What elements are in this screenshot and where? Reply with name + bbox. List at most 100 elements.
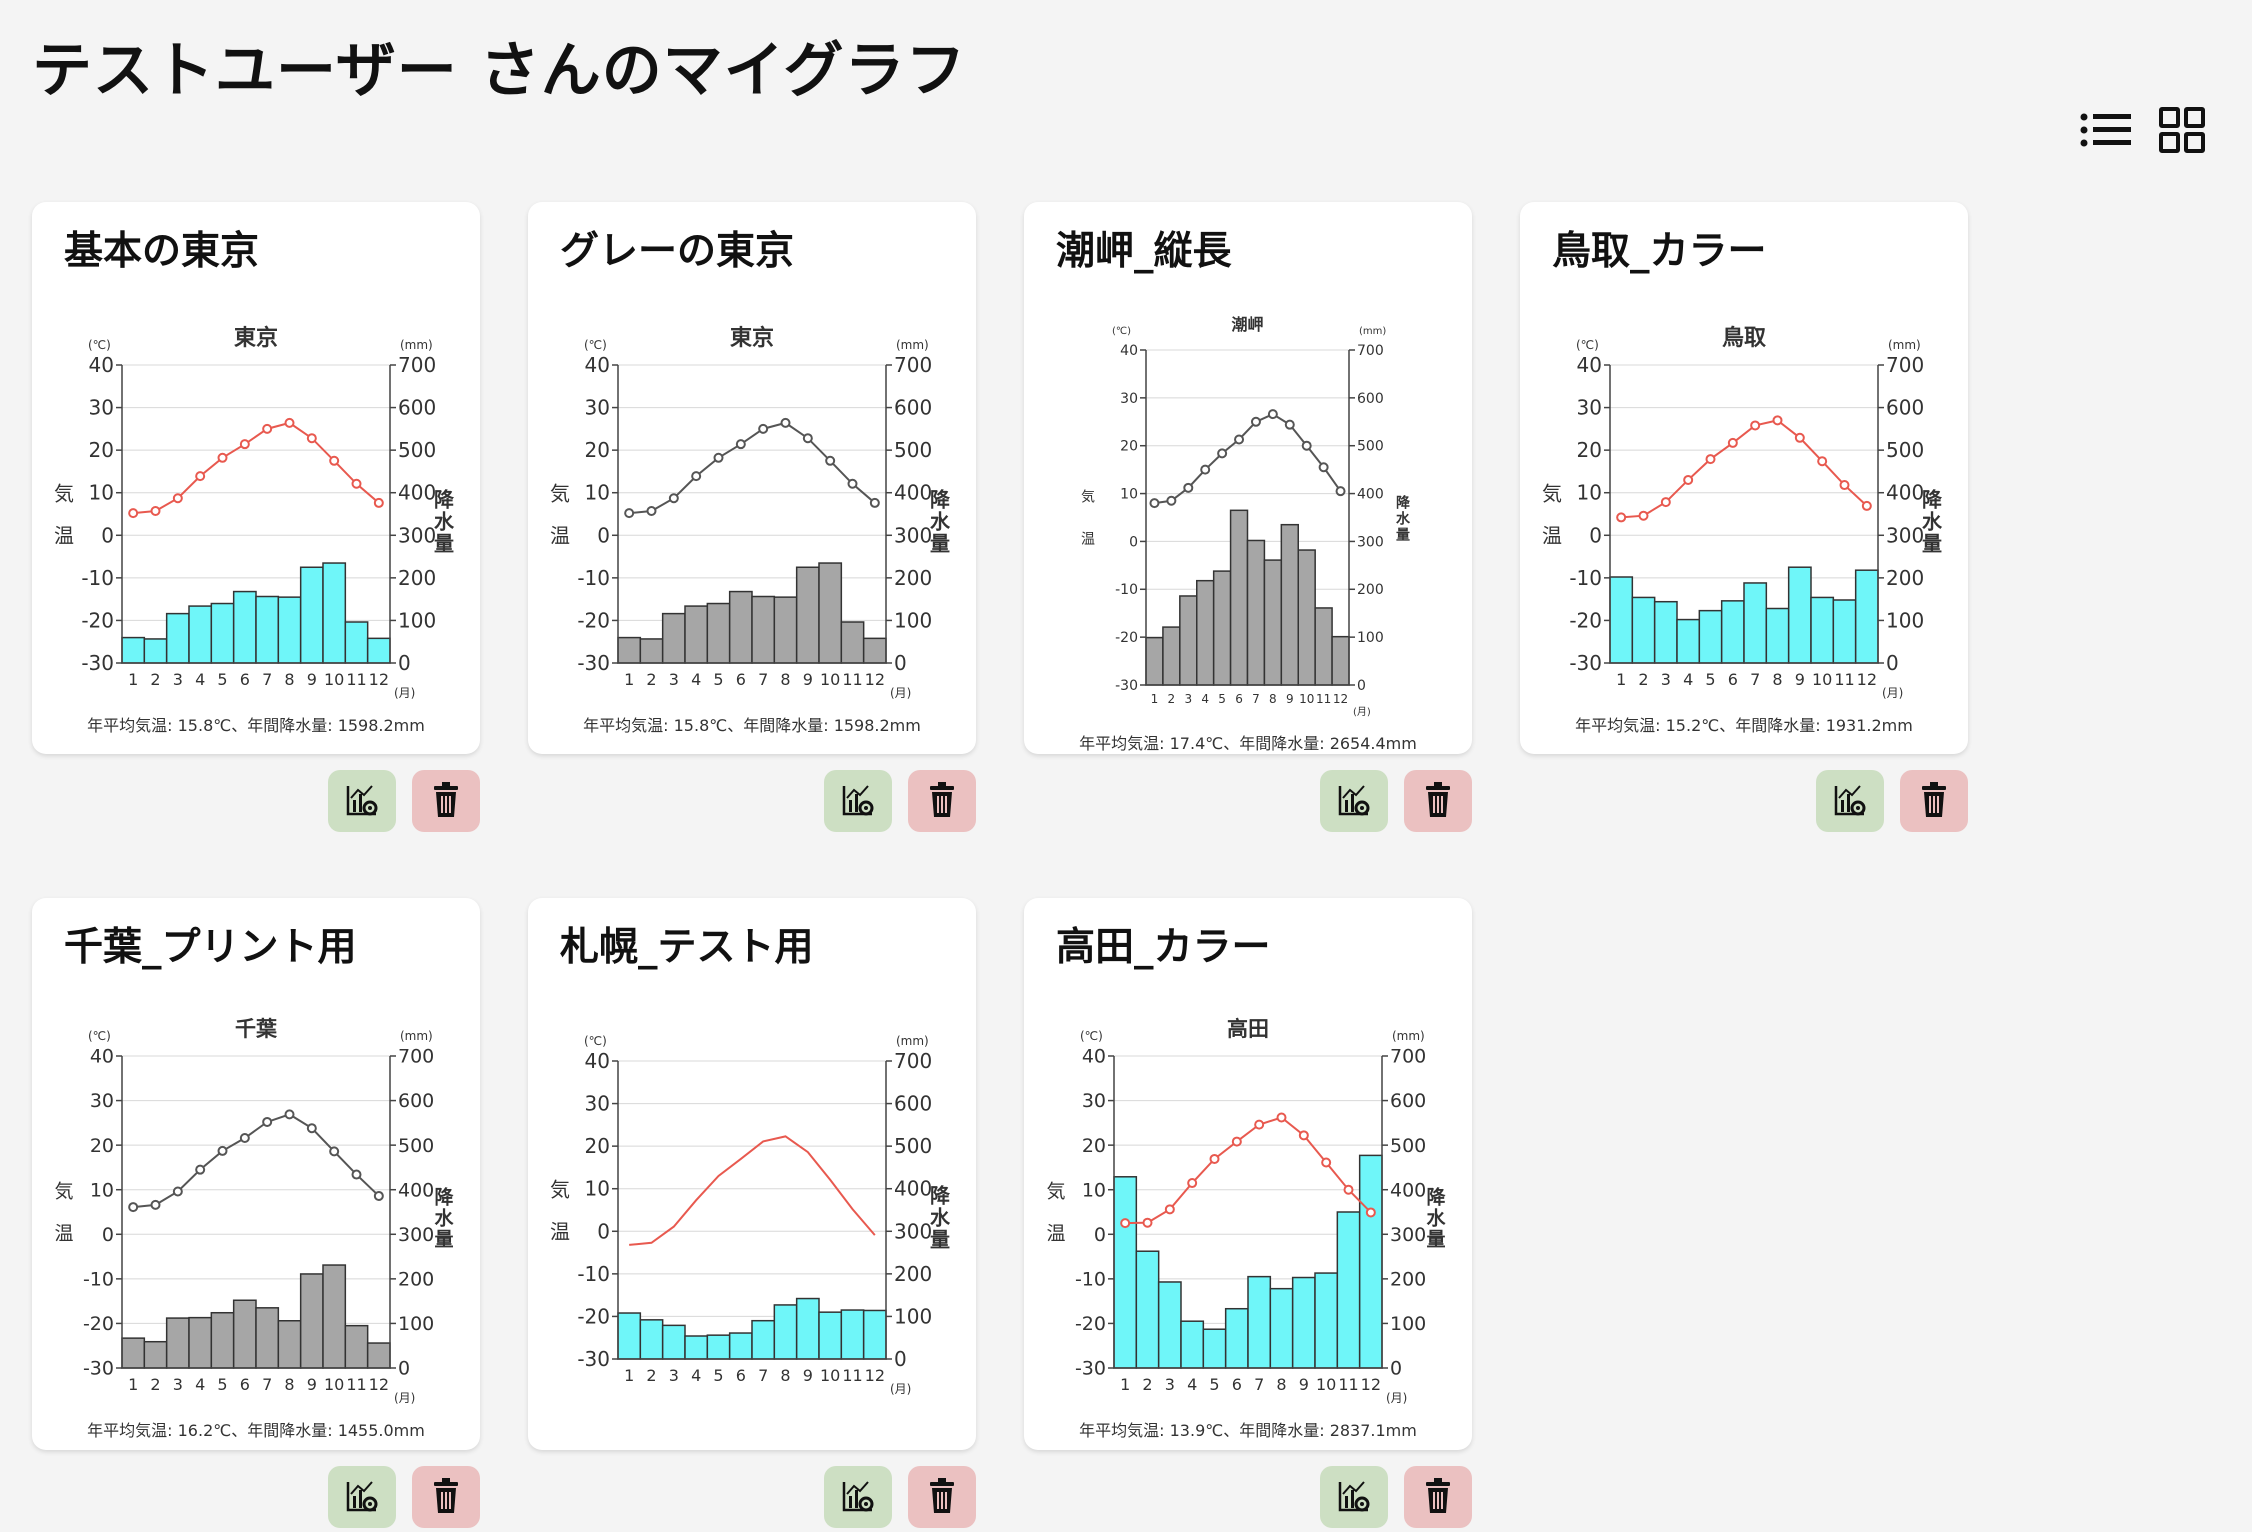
precip-tick-label: 100 — [1886, 608, 1924, 632]
precip-bar — [366, 1342, 391, 1369]
graph-card[interactable]: 基本の東京 東京 (℃) (mm) -30 0 -20 100 -10 200 0 300 10 400 2… — [32, 202, 480, 754]
temp-tick-label: 40 — [1120, 343, 1138, 359]
precip-bar — [1358, 1154, 1383, 1369]
graph-card[interactable]: 高田_カラー 高田 (℃) (mm) -30 0 -20 100 -10 200 0 300 10 400… — [1024, 898, 1472, 1450]
edit-chart-button[interactable] — [824, 1466, 892, 1528]
grid-view-toggle[interactable] — [2158, 105, 2206, 155]
chart-settings-icon — [1338, 1481, 1370, 1512]
month-label: 11 — [1316, 692, 1331, 706]
temp-axis-label: 気 — [1081, 490, 1095, 506]
precip-bar — [684, 605, 709, 664]
precip-bar — [862, 637, 887, 664]
temp-line — [1154, 412, 1342, 505]
chart-bar-glyph — [359, 794, 362, 812]
delete-chart-button[interactable] — [908, 770, 976, 832]
precip-bar — [344, 1324, 369, 1369]
edit-chart-button[interactable] — [1816, 770, 1884, 832]
graph-card[interactable]: 鳥取_カラー 鳥取 (℃) (mm) -30 0 -20 100 -10 200 0 300 10 400… — [1520, 202, 1968, 754]
temp-tick-label: 10 — [1120, 486, 1138, 502]
month-label: 7 — [1254, 1375, 1264, 1394]
edit-chart-button[interactable] — [824, 770, 892, 832]
gear-center — [1360, 806, 1364, 810]
graph-card[interactable]: 千葉_プリント用 千葉 (℃) (mm) -30 0 -20 100 -10 200 0 300 10 4… — [32, 898, 480, 1450]
month-label: 1 — [128, 1375, 138, 1394]
delete-chart-button[interactable] — [1900, 770, 1968, 832]
trash-handle — [442, 1478, 450, 1482]
temp-point — [758, 423, 769, 434]
precip-axis-label: 量 — [930, 1228, 950, 1252]
temp-tick-label: 20 — [585, 1134, 610, 1158]
graph-card[interactable]: グレーの東京 東京 (℃) (mm) -30 0 -20 100 -10 200 0 300 10 400… — [528, 202, 976, 754]
temp-point — [1166, 495, 1177, 506]
delete-chart-button[interactable] — [908, 1466, 976, 1528]
temp-tick-label: 20 — [1577, 438, 1602, 462]
trash-icon — [434, 782, 458, 817]
delete-chart-button[interactable] — [1404, 770, 1472, 832]
temp-point — [217, 452, 228, 463]
precip-bar — [1297, 549, 1316, 686]
chart-line-glyph — [1342, 785, 1365, 799]
graph-card[interactable]: 札幌_テスト用 (℃) (mm) -30 0 -20 100 -10 200 0 300 10 400 2… — [528, 898, 976, 1450]
precip-tick-label: 700 — [894, 353, 932, 377]
temp-tick-label: 0 — [1094, 1224, 1106, 1246]
precip-tick-label: 700 — [1886, 353, 1924, 377]
precip-tick-label: 600 — [1357, 391, 1384, 407]
precip-bar — [121, 636, 146, 664]
temp-axis-label: 温 — [1081, 532, 1095, 548]
temp-tick-label: 20 — [89, 438, 114, 462]
edit-chart-button[interactable] — [1320, 770, 1388, 832]
month-label: 7 — [262, 1375, 272, 1394]
gear-icon — [858, 800, 874, 816]
chart-station-title: 高田 — [1227, 1017, 1269, 1041]
precip-tick-label: 700 — [894, 1049, 932, 1073]
month-label: 4 — [1201, 692, 1209, 706]
temp-tick-label: 40 — [1082, 1046, 1106, 1068]
chart-line-glyph — [1838, 785, 1861, 799]
precip-bar — [1280, 523, 1300, 686]
edit-chart-button[interactable] — [1320, 1466, 1388, 1528]
precip-bar — [1609, 576, 1634, 664]
precip-bar — [1336, 1211, 1361, 1369]
precip-tick-label: 700 — [1390, 1046, 1426, 1068]
precip-bar — [617, 636, 642, 664]
temp-axis-label: 温 — [54, 1223, 73, 1245]
precip-tick-label: 0 — [398, 651, 411, 675]
temp-point — [1638, 510, 1649, 521]
gear-center — [864, 806, 868, 810]
precip-bar — [706, 1334, 731, 1360]
delete-chart-button[interactable] — [1404, 1466, 1472, 1528]
month-label: 11 — [346, 1375, 366, 1394]
precip-bar — [728, 1332, 753, 1360]
delete-chart-button[interactable] — [412, 1466, 480, 1528]
temp-point — [1164, 1204, 1175, 1215]
month-label: 1 — [1120, 1375, 1130, 1394]
temp-point — [668, 493, 679, 504]
edit-chart-button[interactable] — [328, 770, 396, 832]
gear-center — [1360, 1502, 1364, 1506]
gear-icon — [1850, 800, 1866, 816]
precip-tick-label: 300 — [1390, 1224, 1426, 1246]
graph-card[interactable]: 潮岬_縦長 潮岬 (℃) (mm) -30 0 -20 100 -10 200 0 300 10 400 2… — [1024, 202, 1472, 754]
list-view-toggle[interactable] — [2080, 105, 2132, 155]
temp-tick-label: -30 — [577, 1347, 610, 1371]
chart-summary: 年平均気温: 15.8℃、年間降水量: 1598.2mm — [583, 716, 921, 735]
precip-bar — [1135, 1250, 1160, 1369]
month-label: 9 — [1286, 692, 1294, 706]
precip-tick-label: 200 — [1357, 582, 1384, 598]
chart-station-title: 潮岬 — [1231, 315, 1263, 334]
precip-bar — [1653, 600, 1678, 664]
month-label: 1 — [1616, 670, 1626, 689]
temp-unit-label: (℃) — [88, 338, 111, 352]
chart-summary: 年平均気温: 17.4℃、年間降水量: 2654.4mm — [1079, 734, 1417, 753]
chart-settings-icon — [842, 1481, 874, 1512]
month-label: 10 — [1299, 692, 1314, 706]
grid-view-icon — [2159, 107, 2205, 153]
temp-point — [150, 1199, 161, 1210]
month-label: 7 — [1252, 692, 1260, 706]
delete-chart-button[interactable] — [412, 770, 480, 832]
trash-lid — [434, 1482, 458, 1486]
temp-tick-label: 0 — [597, 523, 610, 547]
edit-chart-button[interactable] — [328, 1466, 396, 1528]
card-title: 千葉_プリント用 — [64, 925, 357, 970]
precip-tick-label: 100 — [398, 1313, 434, 1335]
